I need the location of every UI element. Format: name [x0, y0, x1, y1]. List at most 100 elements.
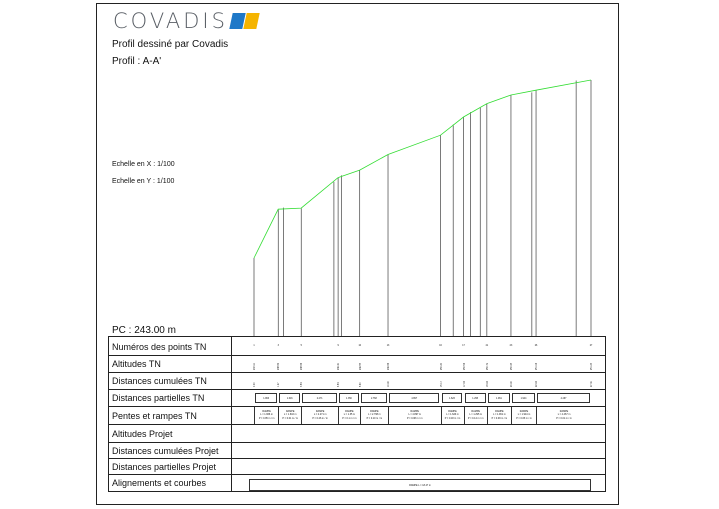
row-label: Distances partielles TN	[112, 393, 205, 403]
slope-l: L = 2.271 m	[313, 413, 327, 417]
point-number: 23	[509, 345, 513, 347]
slope-p: P = 0.10 m / m	[366, 416, 383, 420]
slope-p: P = 0.14 m / m	[467, 416, 484, 420]
point-altitude: 250.20	[440, 362, 443, 370]
slope-type: RAMPE	[410, 410, 419, 413]
point-altitude: 250.79	[486, 362, 489, 370]
row-point-numbers: Numéros des points TN 1 3 5 9 10 13 16 17 21 23 26…	[109, 337, 605, 356]
partial-distance-value: 4.467	[560, 397, 567, 400]
partial-distance-cell: 4.897	[389, 393, 440, 403]
slope-p: P = 0.18 m / m	[444, 416, 461, 420]
scale-y-label: Echelle en Y : 1/100	[112, 178, 175, 185]
slope-type: RAMPE	[345, 410, 354, 413]
row-alignments-curves: Alignements et courbes RAMPE L = 18.47 m	[109, 475, 605, 491]
slope-type: RAMPE	[285, 410, 295, 413]
slope-l: L = 4.897 m	[408, 413, 422, 417]
point-cumulative-distance: 8.60	[359, 382, 362, 387]
row-partial-distances-projet: Distances partielles Projet	[109, 459, 605, 475]
slope-l: L = 2.768 m	[368, 413, 381, 417]
slope-p: P = 0.95 m / m	[258, 416, 275, 420]
partial-distance-cell: 2.768	[360, 393, 387, 403]
point-cumulative-distance: 15.17	[440, 381, 443, 387]
slope-type: RAMPE	[519, 410, 529, 413]
point-number: 21	[485, 345, 489, 347]
point-cumulative-distance: 27.41	[591, 381, 593, 387]
point-altitude: 250.95	[510, 362, 513, 370]
partial-distance-cell: 1.944	[511, 393, 536, 403]
slope-type: RAMPE	[370, 410, 379, 413]
partial-distance-value: 1.626	[449, 397, 455, 400]
point-number: 10	[358, 345, 362, 347]
partial-distance-value: 1.966	[263, 397, 269, 400]
partial-distance-cell: 1.616	[279, 393, 301, 403]
slope-l: L = 1.616 m	[283, 413, 297, 417]
slope-l: L = 4.467 m	[557, 413, 571, 417]
row-label: Distances cumulées TN	[112, 376, 207, 386]
slope-l: L = 1.961 m	[493, 413, 506, 417]
point-cumulative-distance: 3.84	[301, 382, 304, 387]
point-number: 17	[462, 345, 465, 347]
alignment-text: RAMPE L = 18.47 m	[409, 483, 431, 487]
slope-p: P = 0.01 m / m	[556, 416, 572, 420]
point-cumulative-distance: 18.94	[486, 381, 489, 387]
point-altitude: 251.23	[591, 362, 593, 370]
partial-distance-value: 1.961	[496, 397, 502, 400]
slope-p: P = 0.1 m / m	[342, 416, 357, 420]
point-altitude: 251.04	[536, 362, 539, 370]
slope-l: L = 1.626 m	[446, 413, 459, 417]
point-number: 1	[253, 345, 255, 347]
row-altitudes-projet: Altitudes Projet	[109, 425, 605, 443]
slope-l: L = 1.966 m	[260, 413, 273, 417]
point-number: 5	[300, 345, 302, 347]
slope-p: P = 0.05 m / m	[516, 416, 532, 420]
slope-type: RAMPE	[262, 410, 271, 413]
point-cumulative-distance: 17.04	[463, 381, 466, 387]
point-altitude: 250.54	[463, 362, 466, 370]
partial-distance-value: 1.350	[346, 397, 352, 400]
point-cumulative-distance: 10.90	[388, 381, 390, 387]
row-label: Alignements et courbes	[112, 478, 207, 488]
slope-l: L = 1.944 m	[517, 413, 531, 417]
point-number: 16	[439, 345, 442, 347]
slope-l: L = 1.295 m	[469, 413, 482, 417]
header-line-2: Profil : A-A'	[112, 56, 162, 67]
point-number: 26	[534, 345, 538, 347]
covadis-logo: COVADIS	[113, 9, 260, 33]
point-number: 9	[337, 345, 339, 347]
point-cumulative-distance: 6.84	[338, 382, 341, 387]
partial-distance-cell: 1.350	[339, 393, 359, 403]
partial-distance-value: 4.897	[411, 397, 418, 400]
point-number: 13	[386, 345, 390, 347]
point-cumulative-distance: 20.90	[510, 381, 513, 387]
reference-plane-label: PC : 243.00 m	[112, 325, 176, 336]
alignment-box: RAMPE L = 18.47 m	[249, 479, 591, 491]
slope-p: P = 0.01 m / m	[282, 416, 298, 420]
row-altitudes-tn: Altitudes TN 247.91 248.82 248.84 249.41 249…	[109, 356, 605, 373]
row-label: Altitudes Projet	[112, 429, 173, 439]
slope-type: RAMPE	[471, 410, 480, 413]
point-altitude: 248.82	[278, 362, 281, 370]
slope-type: RAMPE	[448, 410, 457, 413]
scale-x-label: Echelle en X : 1/100	[112, 161, 175, 168]
slope-type: RAMPE	[315, 410, 325, 413]
partial-distance-value: 1.944	[520, 397, 527, 400]
partial-distance-value: 2.271	[316, 397, 323, 400]
partial-distance-cell: 2.271	[302, 393, 338, 403]
point-number: 3	[277, 345, 279, 347]
point-cumulative-distance: 1.97	[278, 382, 281, 387]
point-altitude: 249.84	[388, 362, 390, 370]
point-altitude: 249.55	[359, 362, 362, 370]
partial-distance-cell: 1.961	[487, 393, 510, 403]
slope-p: P = 0.26 m / m	[312, 416, 328, 420]
row-label: Distances partielles Projet	[112, 462, 217, 472]
